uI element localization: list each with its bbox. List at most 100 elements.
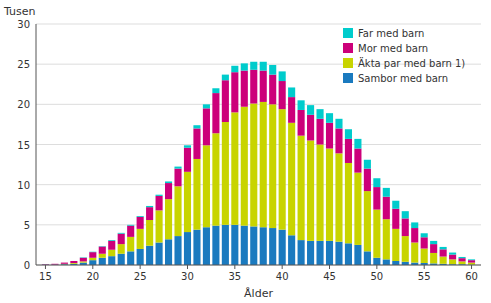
bar <box>354 245 361 265</box>
bar <box>250 226 257 265</box>
bar <box>449 253 456 255</box>
bar <box>288 87 295 97</box>
x-tick-label: 15 <box>39 271 52 282</box>
bar <box>269 65 276 75</box>
bar <box>316 145 323 241</box>
bar <box>212 88 219 93</box>
bar <box>174 236 181 265</box>
bar <box>430 253 437 263</box>
bar <box>316 109 323 119</box>
bar <box>184 172 191 232</box>
bar <box>449 259 456 264</box>
bar <box>345 243 352 265</box>
x-axis-line <box>36 265 481 266</box>
x-tick-label: 35 <box>228 271 241 282</box>
bar <box>203 227 210 265</box>
x-tick-label: 25 <box>134 271 147 282</box>
bar <box>468 263 475 265</box>
bar <box>165 199 172 239</box>
bar <box>383 219 390 259</box>
bar <box>260 71 267 102</box>
bar <box>335 242 342 265</box>
bar <box>260 62 267 71</box>
bar <box>364 160 371 169</box>
x-tick-label: 30 <box>181 271 194 282</box>
legend-label: Far med barn <box>358 28 424 39</box>
y-tick-label: 20 <box>17 99 30 110</box>
bar <box>449 255 456 260</box>
x-tick-label: 40 <box>276 271 289 282</box>
bar <box>203 145 210 227</box>
bar <box>184 145 191 147</box>
bar <box>89 260 96 265</box>
x-tick-label: 55 <box>418 271 431 282</box>
legend: Far med barnMor med barnÄkta par med bar… <box>343 28 465 84</box>
bar <box>307 140 314 240</box>
y-tick-label: 30 <box>17 19 30 30</box>
bar <box>61 262 68 263</box>
bar <box>165 181 172 183</box>
bar <box>373 187 380 209</box>
bar <box>203 104 210 108</box>
bar <box>137 215 144 217</box>
bar <box>231 72 238 112</box>
bar <box>354 149 361 173</box>
bar <box>354 139 361 149</box>
bar <box>383 197 390 219</box>
x-tick <box>376 265 377 269</box>
bar <box>288 97 295 123</box>
bar <box>61 263 68 264</box>
bar <box>392 261 399 265</box>
bar <box>241 226 248 265</box>
x-tick-label: 50 <box>370 271 383 282</box>
x-tick <box>187 265 188 269</box>
bar <box>127 251 134 265</box>
bar <box>118 254 125 265</box>
bar <box>212 93 219 133</box>
bar <box>156 243 163 265</box>
bar <box>402 211 409 218</box>
bar <box>184 232 191 265</box>
bar <box>222 80 229 122</box>
bar <box>80 258 87 262</box>
x-axis-label: Ålder <box>244 287 273 300</box>
bar <box>250 62 257 70</box>
bar <box>421 237 428 248</box>
bar <box>80 261 87 262</box>
x-tick <box>282 265 283 269</box>
bar <box>127 224 134 226</box>
bar <box>108 256 115 265</box>
x-tick-label: 60 <box>465 271 478 282</box>
bar <box>335 153 342 241</box>
bar <box>146 207 153 220</box>
bar <box>156 196 163 210</box>
bar <box>298 136 305 240</box>
bar <box>345 129 352 139</box>
bar <box>80 257 87 258</box>
bar <box>288 235 295 265</box>
bar <box>165 239 172 265</box>
legend-label: Äkta par med barn 1) <box>358 57 465 69</box>
bar <box>430 244 437 253</box>
bar <box>137 249 144 265</box>
grid-line <box>36 265 481 266</box>
bar <box>184 148 191 172</box>
bar <box>108 250 115 256</box>
bar <box>440 247 447 249</box>
legend-swatch <box>343 58 353 68</box>
bar <box>468 259 475 261</box>
legend-label: Sambor med barn <box>358 73 448 84</box>
bar <box>326 113 333 123</box>
bar <box>89 251 96 252</box>
x-tick <box>329 265 330 269</box>
bar <box>335 128 342 153</box>
bar <box>89 252 96 258</box>
bar <box>345 163 352 243</box>
bar <box>269 104 276 228</box>
bar <box>203 108 210 145</box>
bar <box>269 75 276 105</box>
bar <box>193 159 200 230</box>
bar <box>127 237 134 251</box>
bar <box>118 232 125 234</box>
bar <box>108 240 115 242</box>
